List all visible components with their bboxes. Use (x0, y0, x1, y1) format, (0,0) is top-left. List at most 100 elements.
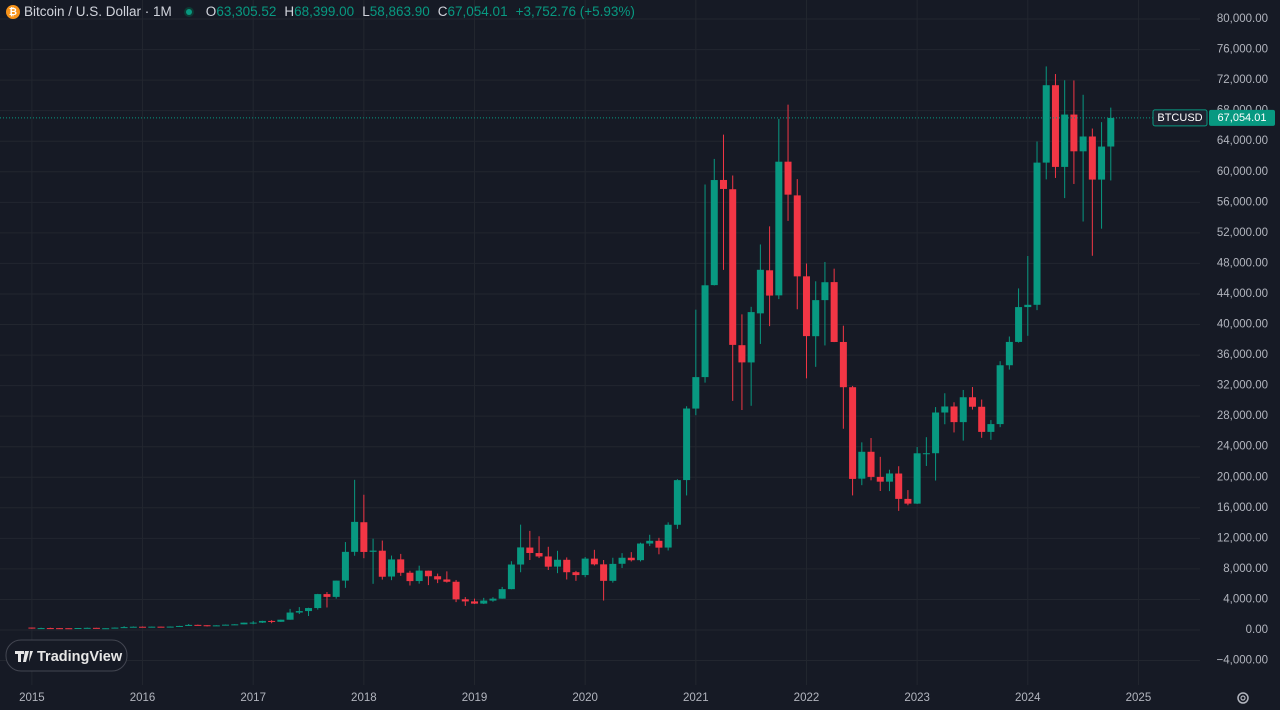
y-tick-label: 76,000.00 (1217, 44, 1268, 56)
candle-body (544, 556, 552, 567)
candle-body (959, 397, 967, 423)
x-tick-label: 2025 (1126, 692, 1152, 704)
candle-body (1051, 85, 1059, 167)
candle-body (747, 312, 755, 363)
candle-body (212, 625, 220, 627)
watermark-logo (15, 651, 33, 662)
symbol[interactable]: Bitcoin / U.S. Dollar · 1M (24, 4, 172, 19)
candle-body (1033, 162, 1041, 305)
candle-body (1061, 114, 1069, 167)
candle-body (812, 300, 820, 337)
candle-body (480, 600, 488, 604)
candle-body (766, 270, 774, 296)
candle-body (563, 559, 571, 573)
candle-body (203, 625, 211, 627)
x-tick-label: 2017 (240, 692, 266, 704)
y-tick-label: 80,000.00 (1217, 13, 1268, 25)
candle-body (802, 276, 810, 337)
low-key: L (362, 4, 370, 19)
candle-body (710, 180, 718, 286)
open-key: O (205, 4, 217, 19)
candle-body (1070, 114, 1078, 152)
legend-header: ₿ Bitcoin / U.S. Dollar · 1M O63,305.52 … (6, 4, 635, 19)
candle-body (1107, 117, 1115, 147)
settings-icon-center (1240, 695, 1246, 701)
candle-body (775, 161, 783, 296)
candle-body (37, 628, 45, 630)
candle-body (28, 627, 36, 629)
candle-body (471, 601, 479, 604)
candle-body (987, 424, 995, 432)
candle-body (286, 612, 294, 620)
x-tick-label: 2023 (904, 692, 930, 704)
y-tick-label: 16,000.00 (1217, 502, 1268, 514)
candle-body (397, 559, 405, 573)
candle-body (434, 576, 442, 580)
x-tick-label: 2021 (683, 692, 709, 704)
candle-body (932, 412, 940, 454)
candle-body (701, 285, 709, 378)
candle-body (314, 594, 322, 609)
y-tick-label: 48,000.00 (1217, 257, 1268, 269)
candle-body (74, 628, 82, 630)
candle-body (194, 624, 202, 626)
last-price-name-box (1152, 109, 1208, 127)
candle-body (406, 572, 414, 582)
candle-body (46, 628, 54, 630)
candle-body (636, 543, 644, 561)
candle-body (65, 628, 73, 630)
candle-body (120, 627, 128, 629)
candle-body (111, 627, 119, 629)
candle-body (415, 570, 423, 582)
candle-body (92, 627, 100, 629)
candle-body (369, 550, 377, 552)
candle-body (258, 620, 266, 623)
candle-body (175, 625, 183, 627)
candle-body (185, 624, 193, 626)
candle-body (1088, 136, 1096, 180)
candle-body (240, 622, 248, 625)
x-tick-label: 2020 (572, 692, 598, 704)
candle-body (876, 476, 884, 482)
candle-body (351, 521, 359, 552)
candle-body (443, 579, 451, 582)
candle-body (1005, 341, 1013, 366)
candle-body (517, 547, 525, 565)
candle-body (581, 558, 589, 576)
x-tick-label: 2016 (130, 692, 156, 704)
y-tick-label: 32,000.00 (1217, 380, 1268, 392)
candle-body (784, 161, 792, 195)
candle-body (858, 451, 866, 479)
candle-body (323, 594, 331, 597)
candle-body (673, 480, 681, 525)
y-tick-label: 56,000.00 (1217, 196, 1268, 208)
candle-body (268, 620, 276, 622)
candle-body (664, 524, 672, 548)
candle-body (378, 550, 386, 577)
y-tick-label: 4,000.00 (1223, 593, 1268, 605)
candle-body (148, 626, 156, 628)
candle-body (1024, 304, 1032, 308)
candle-body (249, 622, 257, 624)
high-key: H (284, 4, 295, 19)
last-price-box (1209, 109, 1275, 126)
candle-body (904, 498, 912, 504)
settings-icon[interactable] (1237, 692, 1249, 704)
x-tick-label: 2015 (19, 692, 45, 704)
candle-body (489, 598, 497, 601)
candle-body (793, 195, 801, 277)
candle-body (867, 451, 875, 477)
candle-body (646, 540, 654, 544)
candle-body (821, 282, 829, 301)
candle-body (922, 453, 930, 455)
watermark-box (5, 639, 128, 672)
candle-body (535, 553, 543, 557)
candle-body (554, 559, 562, 567)
candle-body (609, 563, 617, 581)
candle-body (655, 540, 663, 548)
y-tick-label: 24,000.00 (1217, 441, 1268, 453)
candle-body (830, 282, 838, 342)
candle-body (139, 626, 147, 628)
y-tick-label: 52,000.00 (1217, 227, 1268, 239)
